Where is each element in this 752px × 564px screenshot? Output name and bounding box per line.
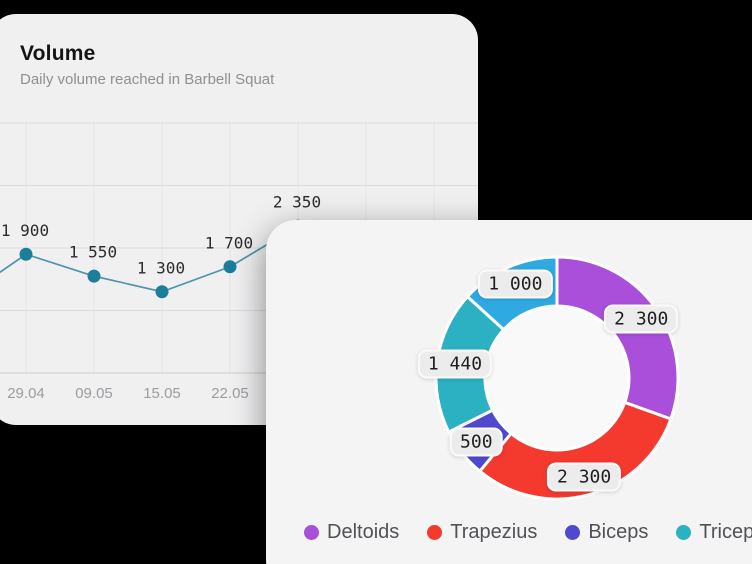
legend-label: Trapezius (450, 521, 538, 543)
data-point[interactable] (87, 269, 101, 283)
donut-segment-value-label: 2 300 (604, 304, 679, 334)
data-point-label: 1 550 (69, 243, 117, 262)
legend-label: Triceps (699, 521, 752, 543)
x-axis-tick-label: 09.05 (75, 385, 113, 402)
legend-dot-icon (565, 525, 581, 540)
card-title: Volume (20, 42, 96, 65)
donut-segment-value-label: 500 (450, 427, 503, 457)
x-axis-tick-label: 22.05 (211, 385, 249, 402)
legend-label: Deltoids (327, 521, 400, 543)
card-subtitle: Daily volume reached in Barbell Squat (20, 71, 275, 88)
legend-item-biceps[interactable]: Biceps (565, 521, 648, 544)
legend-dot-icon (676, 525, 692, 540)
data-point[interactable] (19, 247, 33, 261)
legend-item-triceps[interactable]: Triceps (676, 521, 752, 544)
data-point[interactable] (223, 260, 237, 274)
donut-legend: Deltoids Trapezius Biceps Triceps (304, 521, 752, 544)
data-point[interactable] (155, 285, 169, 299)
donut-segment-value-label: 2 300 (547, 462, 622, 492)
x-axis-tick-label: 15.05 (143, 385, 181, 402)
legend-item-deltoids[interactable]: Deltoids (304, 521, 399, 544)
data-point-label: 1 700 (205, 233, 253, 252)
legend-dot-icon (304, 525, 319, 540)
data-point-label: 1 900 (1, 221, 49, 240)
donut-segment-value-label: 1 000 (478, 269, 553, 299)
legend-label: Biceps (588, 521, 649, 543)
volume-card-header: Volume Daily volume reached in Barbell S… (20, 42, 274, 88)
donut-segment-value-label: 1 440 (417, 349, 493, 379)
volume-line (0, 225, 299, 293)
x-axis-tick-label: 29.04 (7, 385, 45, 402)
data-point-label: 2 350 (273, 193, 321, 212)
donut-segment-deltoids[interactable] (555, 255, 680, 421)
donut-chart (434, 255, 680, 501)
legend-dot-icon (427, 525, 443, 540)
donut-segment-trapezius[interactable] (478, 400, 673, 501)
donut-chart-card: 2 300 2 300 500 1 440 1 000 Deltoids Trapeziu… (266, 220, 752, 564)
donut-hole (485, 306, 629, 450)
volume-card: Volume Daily volume reached in Barbell S… (0, 14, 478, 425)
legend-item-trapezius[interactable]: Trapezius (427, 521, 537, 544)
data-point-label: 1 300 (137, 258, 185, 277)
